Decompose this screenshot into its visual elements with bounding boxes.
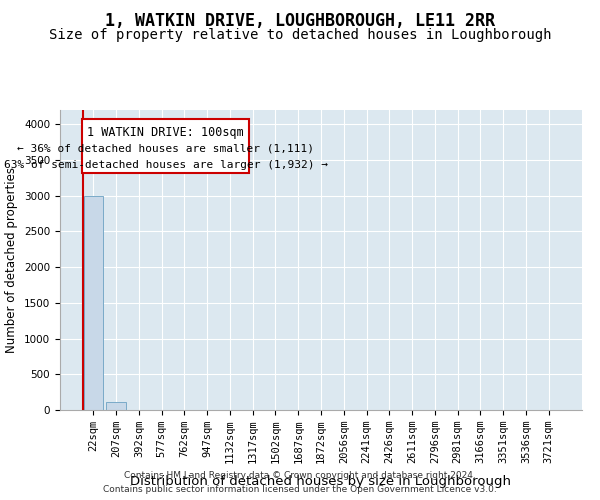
FancyBboxPatch shape	[82, 120, 248, 173]
Text: 63% of semi-detached houses are larger (1,932) →: 63% of semi-detached houses are larger (…	[4, 160, 328, 170]
Y-axis label: Number of detached properties: Number of detached properties	[5, 167, 19, 353]
Text: ← 36% of detached houses are smaller (1,111): ← 36% of detached houses are smaller (1,…	[17, 144, 314, 154]
Text: Contains HM Land Registry data © Crown copyright and database right 2024.: Contains HM Land Registry data © Crown c…	[124, 472, 476, 480]
Text: 1, WATKIN DRIVE, LOUGHBOROUGH, LE11 2RR: 1, WATKIN DRIVE, LOUGHBOROUGH, LE11 2RR	[105, 12, 495, 30]
Text: 1 WATKIN DRIVE: 100sqm: 1 WATKIN DRIVE: 100sqm	[87, 126, 244, 139]
Bar	[106, 402, 126, 410]
X-axis label: Distribution of detached houses by size in Loughborough: Distribution of detached houses by size …	[131, 474, 511, 488]
Bar	[84, 196, 103, 410]
Text: Size of property relative to detached houses in Loughborough: Size of property relative to detached ho…	[49, 28, 551, 42]
Text: Contains public sector information licensed under the Open Government Licence v3: Contains public sector information licen…	[103, 484, 497, 494]
